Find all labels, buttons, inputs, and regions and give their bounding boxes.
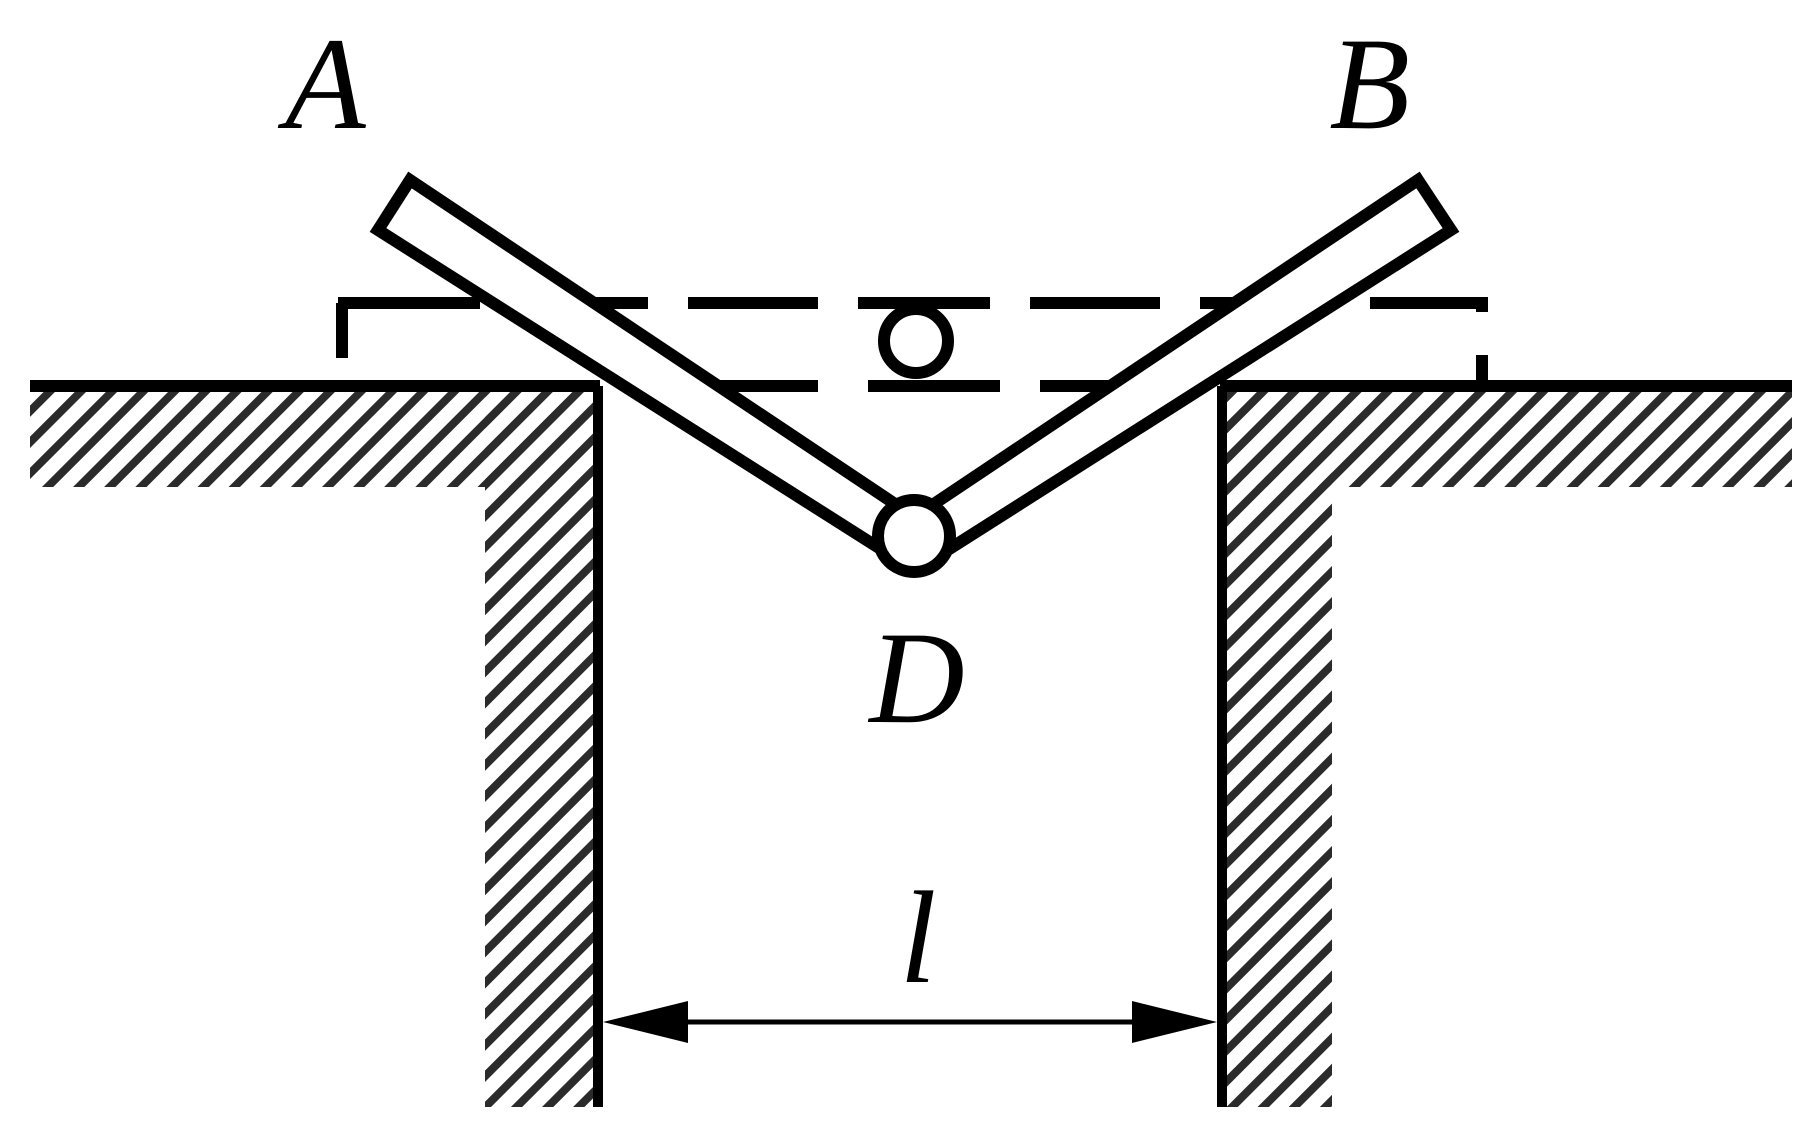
hinge-d xyxy=(872,494,956,578)
arrowhead-left xyxy=(603,1001,688,1043)
dimension-line xyxy=(603,1001,1217,1043)
label-span: l xyxy=(900,864,937,1011)
label-d: D xyxy=(867,604,964,751)
arrowhead-right xyxy=(1132,1001,1217,1043)
rod-ad xyxy=(369,171,931,569)
rod-db xyxy=(898,171,1460,569)
trench-wall-hatch-left xyxy=(485,392,598,1107)
label-a: A xyxy=(277,10,367,157)
label-b: B xyxy=(1329,10,1410,157)
trench-wall-hatch-right xyxy=(1222,392,1332,1107)
